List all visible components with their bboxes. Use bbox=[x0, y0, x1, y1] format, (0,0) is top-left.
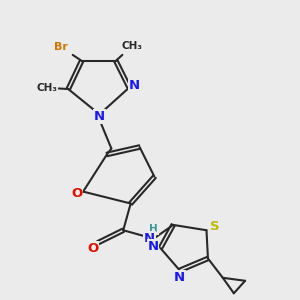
Text: N: N bbox=[129, 79, 140, 92]
Text: CH₃: CH₃ bbox=[122, 41, 143, 51]
Text: O: O bbox=[71, 187, 82, 200]
Text: Br: Br bbox=[54, 43, 68, 52]
Text: N: N bbox=[174, 271, 185, 284]
Text: CH₃: CH₃ bbox=[36, 82, 57, 93]
Text: S: S bbox=[210, 220, 220, 233]
Text: O: O bbox=[87, 242, 98, 255]
Text: N: N bbox=[94, 110, 105, 123]
Text: N: N bbox=[147, 240, 158, 253]
Text: H: H bbox=[149, 224, 158, 234]
Text: N: N bbox=[144, 232, 155, 245]
